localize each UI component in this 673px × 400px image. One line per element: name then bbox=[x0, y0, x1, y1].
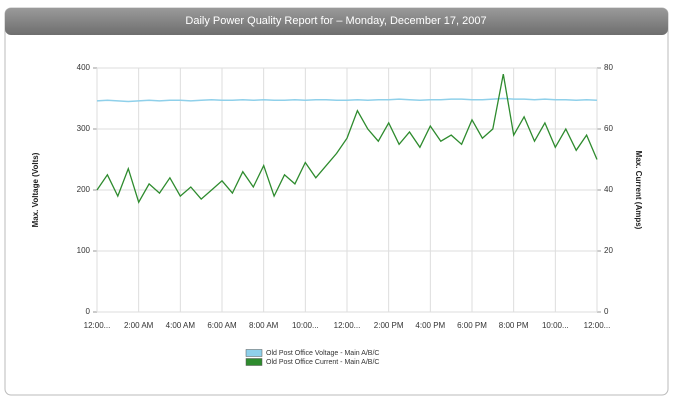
y-tick-label: 400 bbox=[77, 63, 91, 72]
x-tick-label: 10:00... bbox=[542, 321, 569, 330]
legend-label: Old Post Office Voltage - Main A/B/C bbox=[266, 350, 379, 357]
series-line bbox=[96, 73, 598, 204]
panel bbox=[4, 7, 669, 396]
x-tick-label: 4:00 PM bbox=[415, 321, 445, 330]
y-tick-label: 300 bbox=[77, 124, 91, 133]
y-tick-label: 0 bbox=[86, 307, 91, 316]
y2-axis-label: Max. Current (Amps) bbox=[634, 151, 643, 230]
y2-tick-label: 40 bbox=[604, 185, 613, 194]
x-tick-label: 2:00 AM bbox=[124, 321, 154, 330]
x-tick-label: 12:00... bbox=[334, 321, 361, 330]
x-tick-label: 10:00... bbox=[292, 321, 319, 330]
y2-tick-label: 80 bbox=[604, 63, 613, 72]
x-tick-label: 2:00 PM bbox=[374, 321, 404, 330]
chart-title: Daily Power Quality Report for – Monday,… bbox=[185, 15, 486, 27]
legend-label: Old Post Office Current - Main A/B/C bbox=[266, 359, 379, 366]
x-tick-label: 8:00 PM bbox=[499, 321, 529, 330]
x-tick-label: 6:00 PM bbox=[457, 321, 487, 330]
legend-swatch bbox=[245, 358, 263, 366]
x-tick-label: 12:00... bbox=[84, 321, 111, 330]
y-tick-label: 100 bbox=[77, 246, 91, 255]
y2-tick-label: 60 bbox=[604, 124, 613, 133]
x-tick-label: 4:00 AM bbox=[166, 321, 196, 330]
y2-tick-label: 0 bbox=[604, 307, 609, 316]
x-tick-label: 8:00 AM bbox=[249, 321, 279, 330]
y-axis-label: Max. Voltage (Volts) bbox=[31, 152, 40, 227]
legend-swatch bbox=[245, 349, 263, 357]
x-tick-label: 6:00 AM bbox=[207, 321, 237, 330]
panel-header bbox=[5, 8, 668, 35]
x-tick-label: 12:00... bbox=[584, 321, 611, 330]
series-line bbox=[96, 97, 598, 103]
y2-tick-label: 20 bbox=[604, 246, 613, 255]
y-tick-label: 200 bbox=[77, 185, 91, 194]
